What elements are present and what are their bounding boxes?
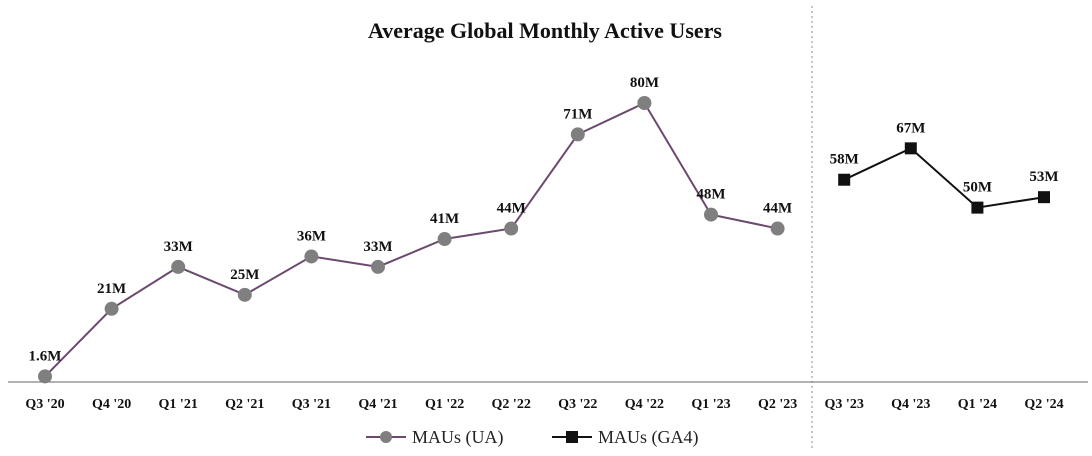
x-tick-q3-20: Q3 '20 (25, 397, 64, 412)
legend-ua-marker (380, 431, 392, 443)
data-label-maus-ua-q3-21: 36M (297, 228, 326, 244)
point-maus-ga4-q3-23 (838, 173, 851, 186)
x-tick-q2-24: Q2 '24 (1024, 397, 1063, 412)
x-tick-q1-23: Q1 '23 (691, 397, 730, 412)
data-label-maus-ua-q2-22: 44M (497, 201, 526, 217)
legend-item-ga4: MAUs (GA4) (552, 427, 699, 448)
x-tick-q4-23: Q4 '23 (891, 397, 930, 412)
legend-ga4-label: MAUs (GA4) (598, 427, 699, 448)
x-tick-q1-21: Q1 '21 (159, 397, 198, 412)
legend-ga4-marker (566, 431, 578, 443)
x-tick-q1-24: Q1 '24 (958, 397, 997, 412)
point-maus-ua-q2-23 (770, 221, 785, 236)
x-tick-q4-21: Q4 '21 (358, 397, 397, 412)
x-tick-q3-23: Q3 '23 (825, 397, 864, 412)
series-line-maus-ga4 (843, 147, 1045, 209)
data-label-maus-ga4-q2-24: 53M (1029, 169, 1058, 185)
point-maus-ua-q1-22 (437, 232, 452, 247)
data-label-maus-ua-q1-22: 41M (430, 211, 459, 227)
series-layer (38, 96, 1050, 384)
point-maus-ua-q2-21 (237, 287, 252, 302)
legend: MAUs (UA) MAUs (GA4) (366, 427, 699, 448)
chart-title: Average Global Monthly Active Users (368, 18, 722, 43)
x-tick-q1-22: Q1 '22 (425, 397, 464, 412)
data-label-maus-ua-q1-23: 48M (696, 187, 725, 203)
data-label-maus-ga4-q3-23: 58M (830, 152, 859, 168)
x-tick-q4-20: Q4 '20 (92, 397, 131, 412)
point-maus-ua-q3-20 (38, 369, 52, 384)
legend-ua-label: MAUs (UA) (412, 427, 504, 448)
data-label-maus-ua-q3-22: 71M (563, 106, 592, 122)
data-labels: 1.6M 21M 33M 25M 36M 33M 41M 44M 71M 80M 48M 44M 58M… (29, 75, 1059, 364)
data-label-maus-ua-q3-20: 1.6M (29, 348, 62, 364)
point-maus-ua-q2-22 (504, 221, 519, 236)
point-maus-ua-q3-21 (304, 249, 319, 264)
x-tick-q2-21: Q2 '21 (225, 397, 264, 412)
series-line-maus-ua (44, 101, 778, 378)
point-maus-ua-q4-22 (637, 96, 652, 110)
data-label-maus-ua-q4-20: 21M (97, 281, 126, 297)
point-maus-ua-q4-20 (104, 301, 119, 316)
data-label-maus-ua-q4-21: 33M (363, 239, 392, 255)
data-label-maus-ga4-q4-23: 67M (896, 120, 925, 136)
x-tick-q4-22: Q4 '22 (625, 397, 664, 412)
x-tick-labels: Q3 '20 Q4 '20 Q1 '21 Q2 '21 Q3 '21 Q4 '21 Q1 '… (25, 397, 1063, 412)
x-tick-q3-21: Q3 '21 (292, 397, 331, 412)
point-maus-ga4-q2-24 (1038, 191, 1050, 204)
point-maus-ga4-q1-24 (971, 201, 984, 214)
point-maus-ua-q1-23 (704, 207, 718, 222)
point-maus-ua-q4-21 (371, 259, 385, 274)
x-tick-q2-23: Q2 '23 (758, 397, 797, 412)
point-maus-ua-q3-22 (570, 127, 585, 142)
data-label-maus-ua-q1-21: 33M (164, 239, 193, 255)
x-tick-q2-22: Q2 '22 (492, 397, 531, 412)
x-tick-q3-22: Q3 '22 (558, 397, 597, 412)
data-label-maus-ga4-q1-24: 50M (963, 180, 992, 196)
data-label-maus-ua-q2-21: 25M (230, 267, 259, 283)
point-maus-ua-q1-21 (171, 259, 186, 274)
point-maus-ga4-q4-23 (904, 142, 917, 155)
data-label-maus-ua-q4-22: 80M (630, 75, 659, 91)
legend-item-ua: MAUs (UA) (366, 427, 504, 448)
data-label-maus-ua-q2-23: 44M (763, 201, 792, 217)
